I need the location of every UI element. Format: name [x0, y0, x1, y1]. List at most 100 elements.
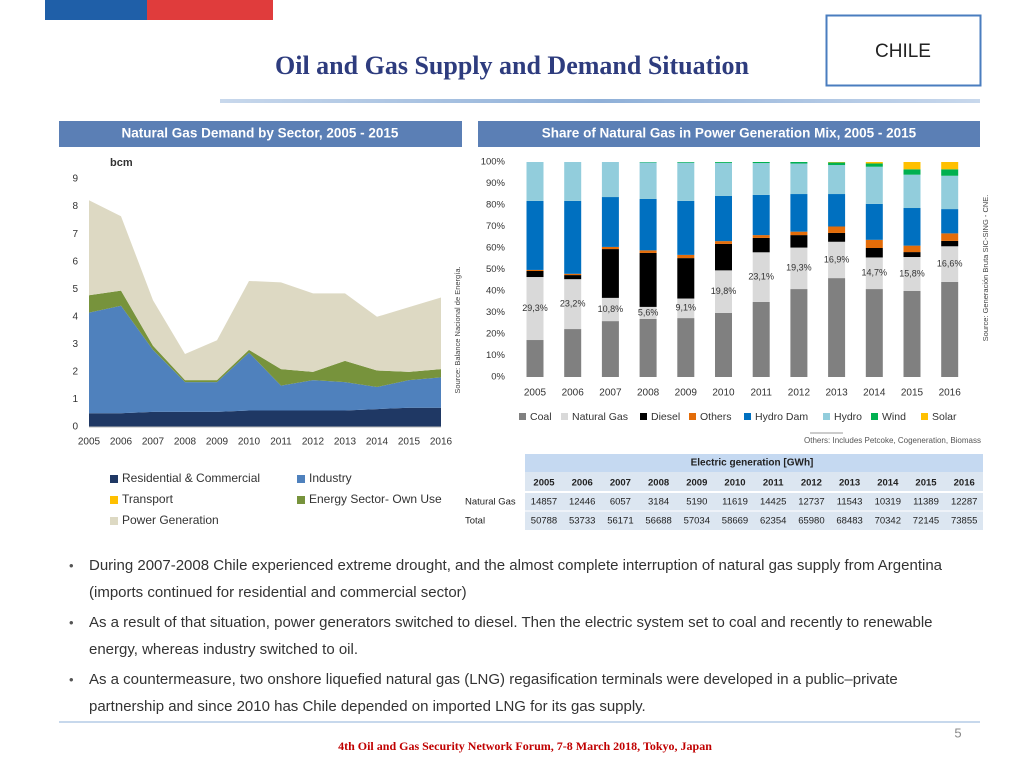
table-cell: 68483: [836, 516, 862, 527]
legend-label: Coal: [530, 411, 552, 423]
slide-title: Oil and Gas Supply and Demand Situation: [275, 51, 749, 80]
bar-segment: [865, 163, 883, 167]
table-cell: 53733: [569, 516, 595, 527]
bar-segment: [941, 281, 959, 377]
bar-segment: [865, 248, 883, 258]
data-label: 23,1%: [748, 272, 774, 282]
bar-segment: [903, 252, 921, 258]
bar-segment: [752, 237, 770, 253]
bar-segment: [752, 301, 770, 377]
x-tick-label: 2014: [863, 388, 886, 399]
bar-segment: [564, 275, 582, 280]
bar-segment: [941, 162, 959, 170]
y-tick-label: 0%: [491, 372, 505, 383]
bar-segment: [526, 269, 544, 272]
bar-segment: [677, 258, 695, 299]
country-box: [825, 14, 982, 87]
y-tick-label: 1: [72, 394, 78, 405]
bar-segment: [752, 235, 770, 238]
bar-segment: [903, 257, 921, 291]
bar-segment: [601, 246, 619, 250]
table-cell: 6057: [610, 497, 631, 508]
bar-segment: [865, 289, 883, 377]
y-tick-label: 30%: [486, 307, 506, 318]
y-tick-label: 60%: [486, 243, 506, 254]
table-column-header: 2013: [839, 478, 860, 489]
legend-label: Others: [700, 411, 732, 423]
y-tick-label: 40%: [486, 286, 506, 297]
legend-swatch: [921, 413, 928, 420]
table-column-header: 2005: [533, 478, 555, 489]
bar-segment: [941, 240, 959, 247]
table-cell: 12287: [951, 497, 977, 508]
y-tick-label: 100%: [481, 157, 506, 168]
bar-segment: [677, 162, 695, 163]
bar-segment: [941, 246, 959, 282]
x-tick-label: 2015: [398, 437, 421, 448]
x-tick-label: 2012: [788, 388, 811, 399]
table-cell: 12737: [798, 497, 824, 508]
data-label: 16,9%: [824, 254, 850, 264]
bar-segment: [715, 162, 732, 163]
legend-swatch: [744, 413, 751, 420]
panel-title: Share of Natural Gas in Power Generation…: [542, 126, 917, 141]
bar-segment: [790, 247, 808, 290]
country-label: CHILE: [875, 41, 931, 62]
data-label: 9,1%: [676, 303, 697, 313]
table-title: Electric generation [GWh]: [691, 458, 814, 469]
bar-segment: [790, 235, 808, 248]
data-label: 19,8%: [711, 286, 737, 296]
legend-label: Solar: [932, 411, 957, 423]
table-column-header: 2009: [686, 478, 707, 489]
legend-label: Power Generation: [122, 513, 219, 527]
x-tick-label: 2011: [750, 388, 772, 399]
bar-segment: [790, 162, 808, 164]
page-number: 5: [954, 725, 961, 740]
table-cell: 56171: [607, 516, 633, 527]
data-label: 14,7%: [862, 268, 888, 278]
bullet: As a countermeasure, two onshore liquefi…: [66, 666, 966, 720]
footer-text: 4th Oil and Gas Security Network Forum, …: [338, 739, 712, 753]
bullet-list: During 2007-2008 Chile experienced extre…: [66, 552, 966, 723]
x-tick-label: 2006: [110, 437, 133, 448]
legend-label: Natural Gas: [572, 411, 628, 423]
y-tick-label: 90%: [486, 178, 506, 189]
table-column-header: 2016: [954, 478, 975, 489]
panel-header: [59, 121, 462, 147]
flag-red: [147, 0, 273, 20]
legend-swatch: [110, 517, 118, 525]
bar-segment: [828, 241, 846, 279]
y-tick-label: 20%: [486, 329, 506, 340]
bar-segment: [828, 278, 846, 377]
bar-segment: [677, 200, 695, 255]
y-tick-label: 5: [72, 284, 78, 295]
title-rule: [220, 99, 980, 103]
bar-segment: [903, 174, 921, 209]
y-tick-label: 4: [72, 311, 78, 322]
table-cell: 14425: [760, 497, 786, 508]
bar-segment: [715, 162, 732, 196]
legend-label: Energy Sector- Own Use: [309, 492, 442, 506]
data-label: 10,8%: [598, 304, 624, 314]
bar-segment: [639, 162, 657, 199]
bar-segment: [639, 306, 657, 319]
bar-segment: [941, 169, 959, 176]
data-label: 23,2%: [560, 298, 586, 308]
x-tick-label: 2011: [270, 437, 292, 448]
bar-segment: [677, 318, 695, 377]
data-label: 16,6%: [937, 259, 963, 269]
area: [89, 407, 441, 427]
panel-header: [478, 121, 980, 147]
bar-segment: [865, 162, 883, 164]
table-cell: 56688: [645, 516, 671, 527]
x-tick-label: 2009: [675, 388, 698, 399]
bar-segment: [941, 209, 959, 234]
bar-segment: [828, 165, 846, 195]
table-cell: 11619: [722, 497, 748, 508]
bar-segment: [601, 297, 619, 322]
bar-segment: [526, 162, 544, 201]
bar-segment: [677, 162, 695, 201]
legend-label: Hydro Dam: [755, 411, 808, 423]
bar-segment: [865, 239, 883, 248]
